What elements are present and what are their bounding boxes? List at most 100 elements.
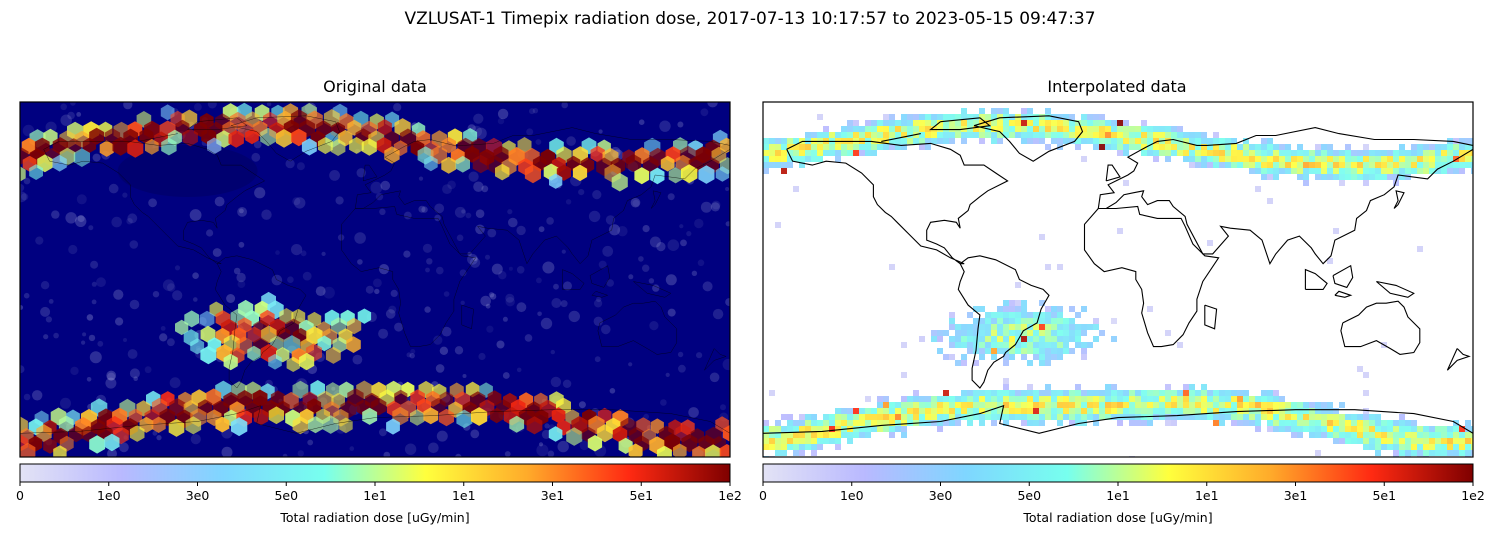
grid-cell bbox=[1069, 414, 1075, 420]
grid-cell bbox=[1003, 342, 1009, 348]
grid-cell bbox=[1369, 168, 1375, 174]
grid-cell bbox=[1309, 156, 1315, 162]
grid-cell bbox=[1303, 150, 1309, 156]
grid-cell bbox=[1423, 150, 1429, 156]
grid-cell bbox=[853, 126, 859, 132]
grid-cell bbox=[997, 396, 1003, 402]
grid-cell bbox=[1213, 150, 1219, 156]
grid-cell bbox=[1339, 402, 1345, 408]
grid-cell bbox=[1129, 408, 1135, 414]
grid-cell bbox=[1117, 228, 1123, 234]
grid-cell bbox=[937, 426, 943, 432]
haze-speck bbox=[296, 162, 305, 171]
grid-cell bbox=[937, 120, 943, 126]
haze-speck bbox=[562, 379, 572, 388]
grid-cell bbox=[1027, 336, 1033, 342]
grid-cell bbox=[1057, 402, 1063, 408]
grid-cell bbox=[1003, 132, 1009, 138]
grid-cell bbox=[1075, 144, 1081, 150]
grid-cell bbox=[1099, 132, 1105, 138]
grid-cell bbox=[1075, 402, 1081, 408]
grid-cell bbox=[763, 432, 769, 438]
hexbin-cell bbox=[611, 172, 628, 192]
figure-title: VZLUSAT-1 Timepix radiation dose, 2017-0… bbox=[404, 9, 1095, 29]
hexbin-cell bbox=[53, 445, 67, 457]
grid-cell bbox=[1381, 162, 1387, 168]
grid-cell bbox=[1207, 414, 1213, 420]
grid-cell bbox=[1003, 306, 1009, 312]
grid-cell bbox=[1261, 156, 1267, 162]
grid-cell bbox=[1327, 168, 1333, 174]
grid-cell bbox=[1363, 438, 1369, 444]
grid-cell bbox=[1273, 396, 1279, 402]
grid-cell bbox=[1039, 408, 1045, 414]
grid-cell bbox=[1039, 348, 1045, 354]
grid-cell bbox=[1087, 138, 1093, 144]
haze-speck bbox=[261, 209, 272, 220]
grid-cell bbox=[841, 150, 847, 156]
grid-cell bbox=[973, 390, 979, 396]
hexbin-cell bbox=[20, 442, 36, 457]
grid-cell bbox=[967, 390, 973, 396]
grid-cell bbox=[1375, 444, 1381, 450]
grid-cell bbox=[1009, 132, 1015, 138]
hexbin-cell bbox=[698, 165, 715, 184]
grid-cell bbox=[805, 414, 811, 420]
grid-cell bbox=[1027, 348, 1033, 354]
grid-cell bbox=[1033, 312, 1039, 318]
grid-cell bbox=[1405, 438, 1411, 444]
hexbin-cell bbox=[424, 155, 438, 172]
grid-cell bbox=[1147, 150, 1153, 156]
grid-cell bbox=[1165, 402, 1171, 408]
grid-cell bbox=[895, 408, 901, 414]
grid-cell bbox=[1045, 348, 1051, 354]
grid-cell bbox=[1159, 390, 1165, 396]
grid-cell bbox=[985, 336, 991, 342]
grid-cell bbox=[931, 408, 937, 414]
grid-cell bbox=[889, 138, 895, 144]
haze-speck bbox=[190, 434, 201, 445]
grid-cell bbox=[1147, 132, 1153, 138]
haze-speck bbox=[91, 281, 97, 287]
grid-cell bbox=[967, 120, 973, 126]
grid-cell bbox=[1165, 390, 1171, 396]
haze-speck bbox=[81, 340, 86, 345]
colorbar-tick-label: 1e0 bbox=[97, 488, 121, 503]
haze-speck bbox=[21, 193, 29, 201]
grid-cell bbox=[1123, 408, 1129, 414]
panel-interpolated: Interpolated data bbox=[762, 77, 1474, 458]
grid-cell bbox=[1015, 132, 1021, 138]
grid-cell bbox=[985, 414, 991, 420]
grid-cell bbox=[1045, 306, 1051, 312]
haze-speck bbox=[70, 366, 79, 376]
grid-cell bbox=[1141, 396, 1147, 402]
haze-speck bbox=[23, 393, 31, 401]
grid-cell bbox=[1243, 390, 1249, 396]
grid-cell bbox=[1165, 384, 1171, 390]
grid-cell bbox=[955, 336, 961, 342]
grid-cell bbox=[1195, 138, 1201, 144]
grid-cell bbox=[1039, 126, 1045, 132]
coastline bbox=[633, 281, 672, 298]
grid-cell bbox=[1081, 120, 1087, 126]
grid-cell bbox=[805, 132, 811, 138]
grid-cell bbox=[1459, 150, 1465, 156]
haze-speck bbox=[129, 240, 139, 249]
grid-cell bbox=[889, 402, 895, 408]
haze-speck bbox=[60, 114, 72, 126]
grid-cell bbox=[1117, 120, 1123, 126]
grid-cell bbox=[1429, 432, 1435, 438]
haze-speck bbox=[536, 277, 542, 284]
grid-cell bbox=[1363, 414, 1369, 420]
grid-cell bbox=[1195, 132, 1201, 138]
grid-cell bbox=[1429, 168, 1435, 174]
grid-cell bbox=[949, 120, 955, 126]
haze-speck bbox=[480, 295, 492, 307]
grid-cell bbox=[955, 342, 961, 348]
grid-cell bbox=[1219, 408, 1225, 414]
grid-cell bbox=[985, 318, 991, 324]
grid-cell bbox=[1003, 384, 1009, 390]
grid-cell bbox=[1117, 138, 1123, 144]
